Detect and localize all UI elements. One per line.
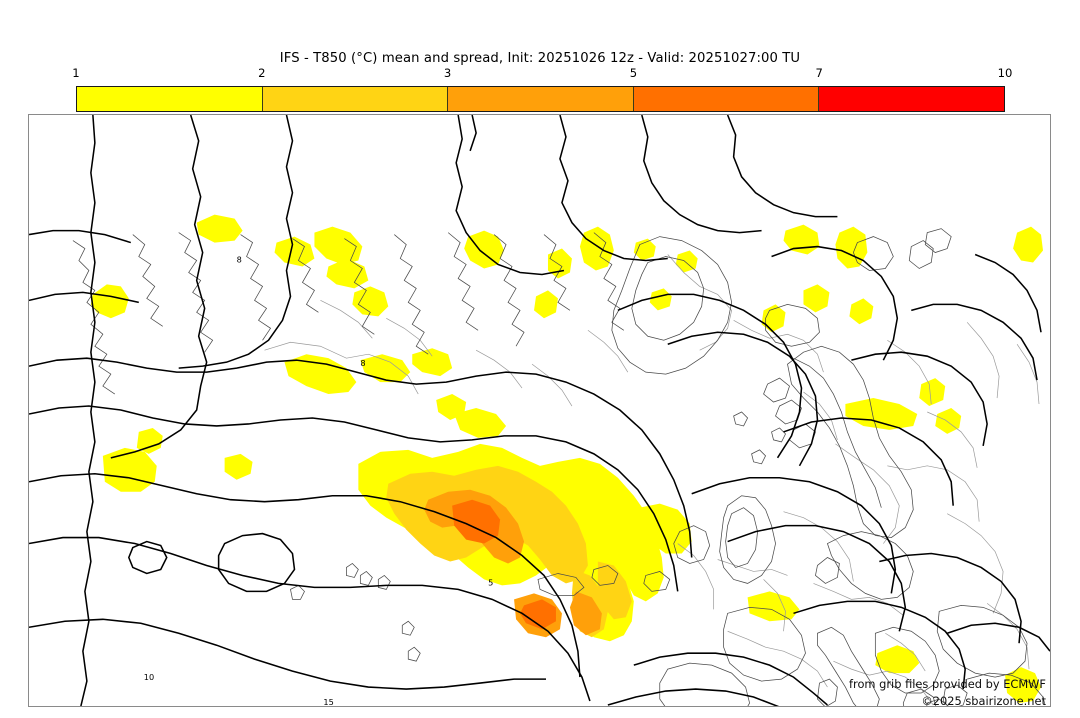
map-svg: 5 8 10 15 8 8 (29, 115, 1050, 706)
colorbar-tick-5: 5 (629, 66, 638, 80)
colorbar-tick-1: 1 (72, 66, 80, 80)
contour-label-top-a: 8 (237, 255, 242, 265)
spread-band-1-2 (90, 214, 1044, 704)
spread-band-5-7 (452, 499, 556, 630)
contour-labels-layer: 5 8 10 15 8 8 (144, 255, 494, 706)
colorbar-segment-orange (448, 87, 634, 111)
colorbar-tick-2: 2 (258, 66, 266, 80)
contour-label-top-b: 8 (360, 358, 365, 368)
contour-label-5: 5 (488, 577, 493, 587)
colorbar-segment-dark-orange (633, 87, 820, 111)
colorbar-segment-golden-yellow (262, 87, 449, 111)
colorbar-segment-red (819, 87, 1004, 111)
colorbar-tick-10: 10 (997, 66, 1013, 80)
colorbar: 1 2 3 5 7 10 (72, 66, 1012, 112)
colorbar-tick-7: 7 (815, 66, 823, 80)
map-canvas[interactable]: 5 8 10 15 8 8 (28, 114, 1051, 707)
colorbar-gradient (76, 86, 1005, 112)
colorbar-segment-yellow (77, 87, 263, 111)
colorbar-tick-3: 3 (443, 66, 452, 80)
contour-label-15: 15 (323, 697, 333, 706)
contour-label-10: 10 (144, 672, 154, 682)
page-title: IFS - T850 (°C) mean and spread, Init: 2… (279, 51, 801, 66)
spread-shading-layer (90, 214, 1044, 704)
colorbar-tick-labels: 1 2 3 5 7 10 (72, 66, 1012, 84)
contour-lines-layer (29, 115, 1050, 706)
